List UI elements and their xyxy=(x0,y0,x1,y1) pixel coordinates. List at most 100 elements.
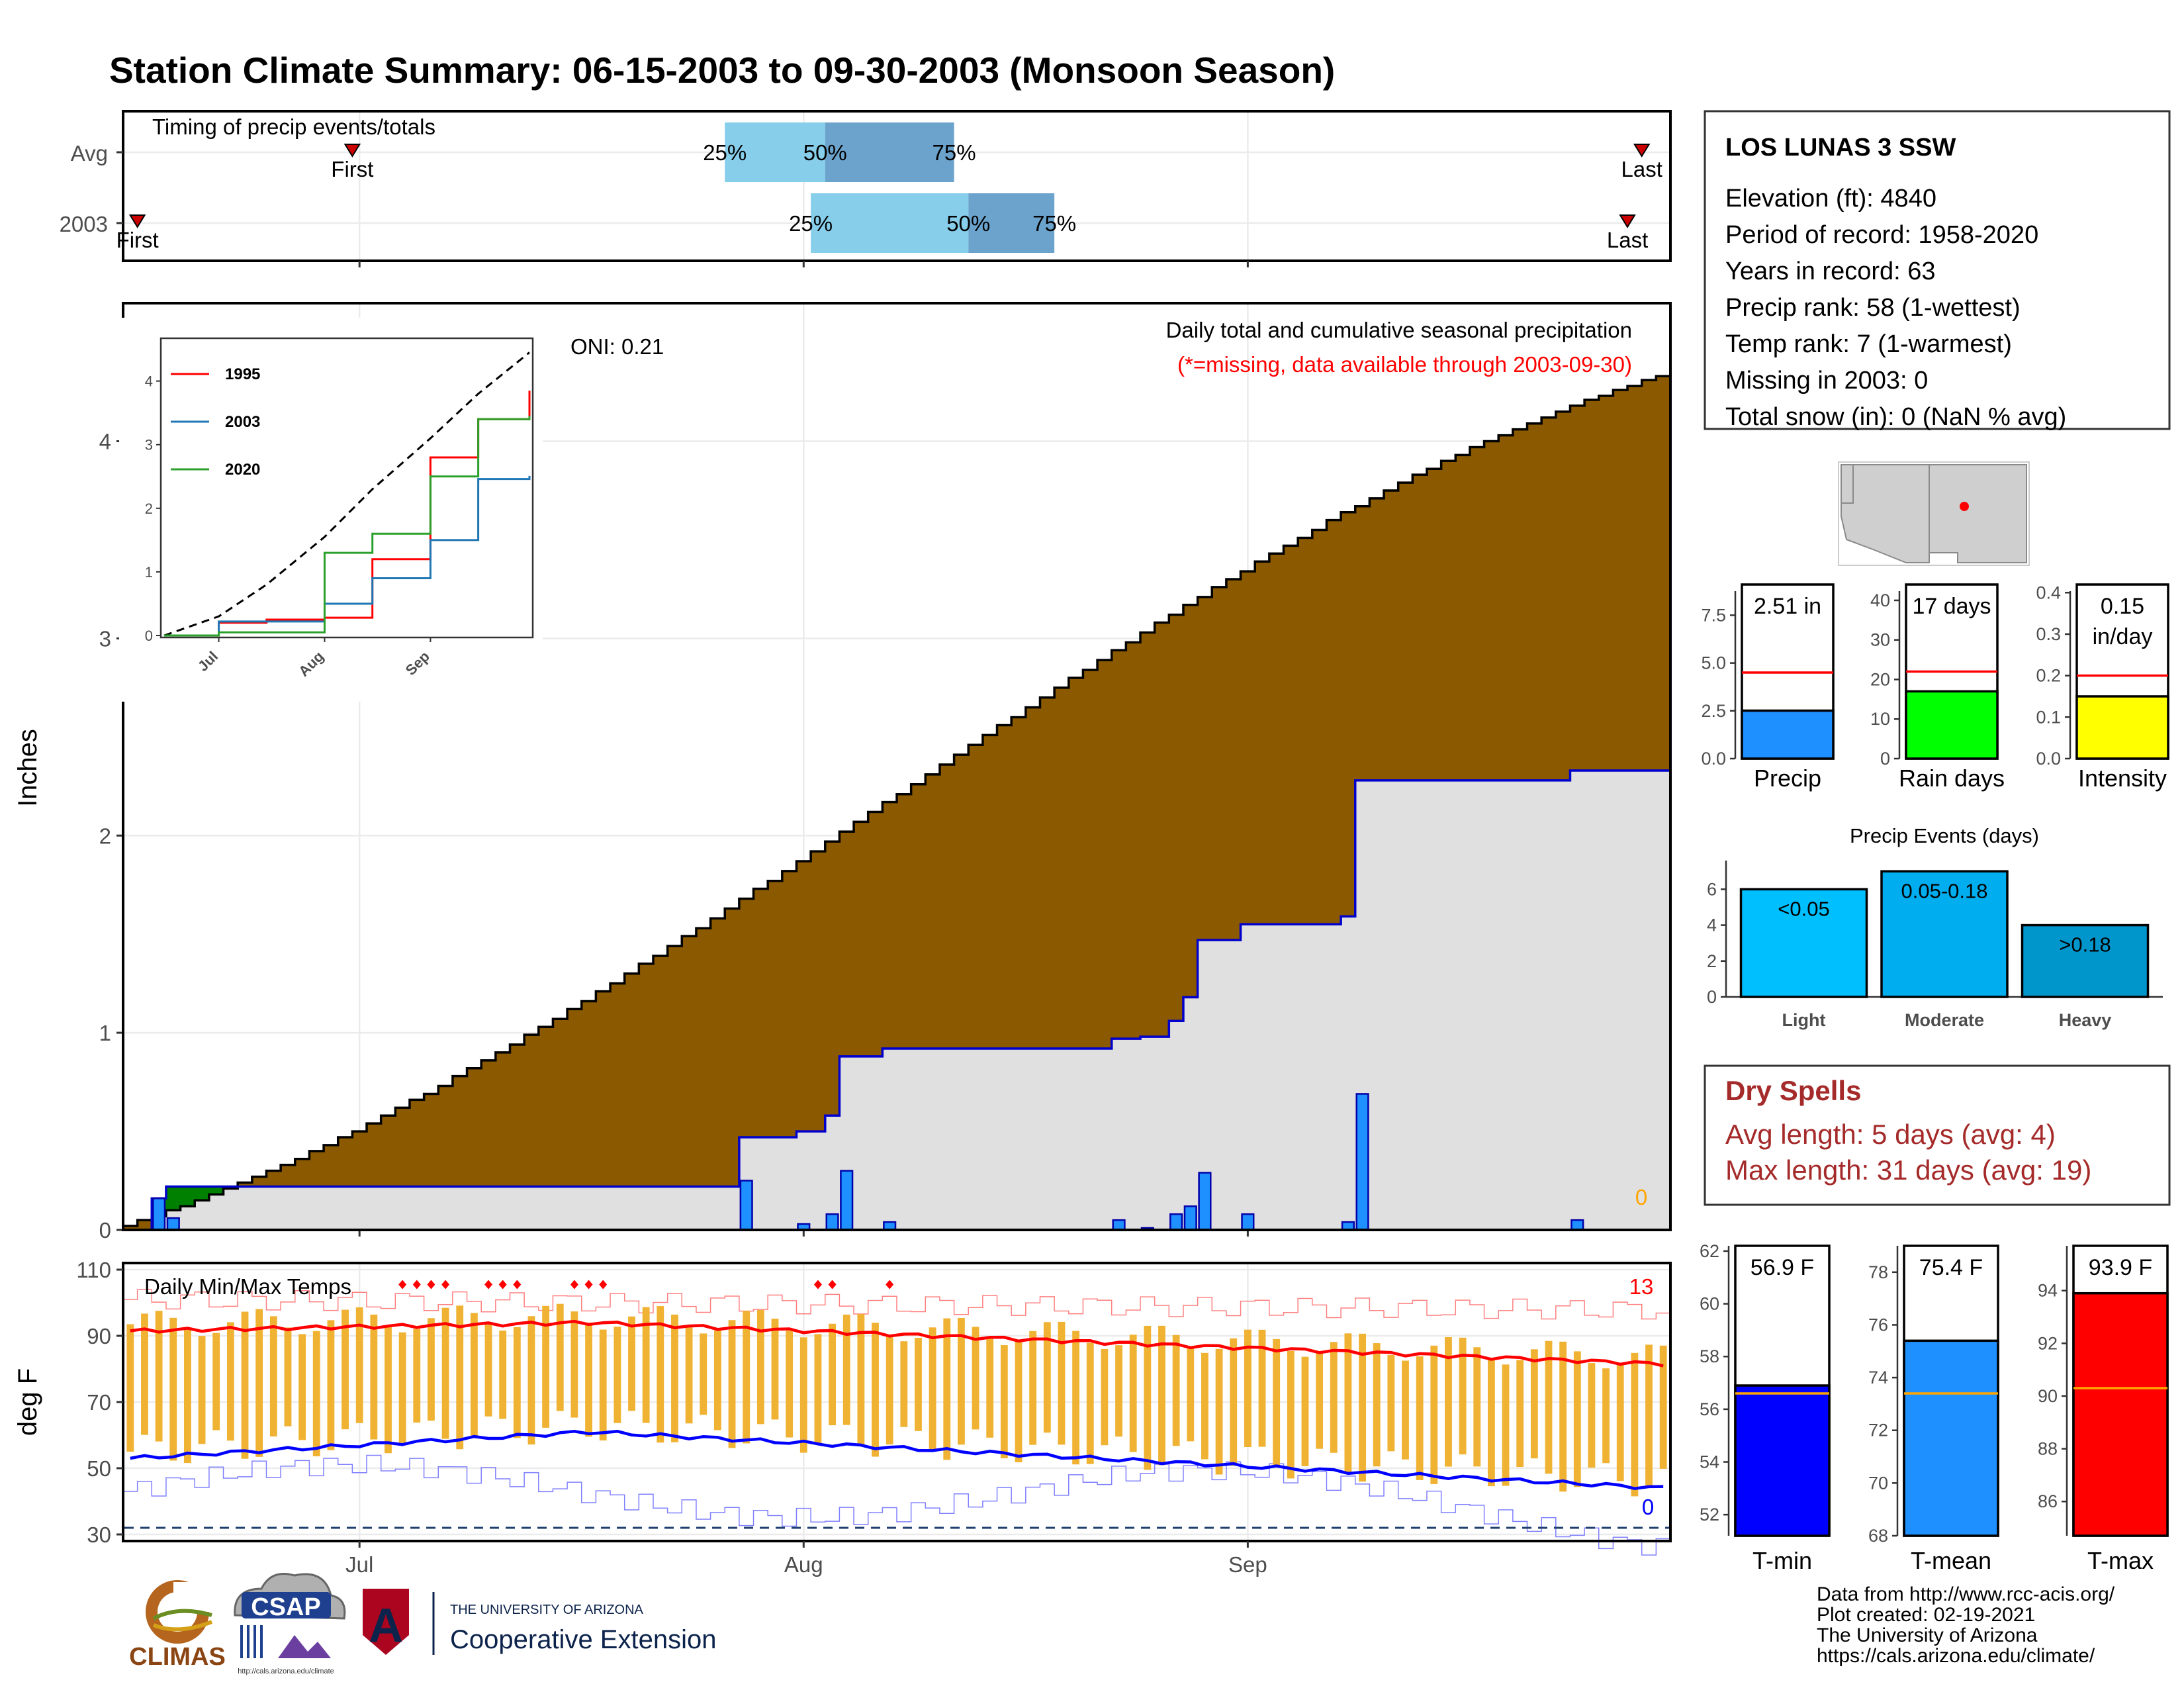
daily-temp-bar xyxy=(456,1305,464,1450)
daily-temp-bar xyxy=(886,1335,893,1445)
precip-description: Daily total and cumulative seasonal prec… xyxy=(1166,318,1632,342)
daily-temp-bar xyxy=(1000,1345,1008,1459)
temp-xtick-label: Jul xyxy=(345,1552,373,1577)
temps-panel: Daily Min/Max Temps 13 0 deg F 30 50 70 90 1… xyxy=(13,1258,1672,1577)
dry-spells-title: Dry Spells xyxy=(1725,1075,1861,1106)
daily-temp-bar xyxy=(1659,1345,1667,1469)
inset-legend-label: 2020 xyxy=(225,461,260,479)
mini-ytick-label: 0.4 xyxy=(2036,583,2061,602)
tbox-ytick-label: 76 xyxy=(1868,1315,1888,1335)
daily-temp-bar xyxy=(1616,1364,1624,1481)
daily-temp-bar xyxy=(585,1323,592,1437)
footer-url: https://cals.arizona.edu/climate/ xyxy=(1817,1645,2095,1667)
timing-first-marker xyxy=(128,214,146,228)
tmax-average-line xyxy=(130,1319,1664,1368)
inset-ytick-label: 0 xyxy=(145,628,153,644)
daily-temp-bar xyxy=(1273,1338,1281,1467)
climas-logo: CLIMAS xyxy=(129,1580,226,1671)
ua-line2: Cooperative Extension xyxy=(450,1625,716,1654)
daily-temp-bar xyxy=(1244,1329,1251,1447)
daily-temp-bar xyxy=(499,1331,507,1419)
daily-precip-bar xyxy=(166,1217,180,1231)
daily-temp-bar xyxy=(284,1327,292,1427)
station-location-dot xyxy=(1960,502,1969,511)
daily-temp-bar xyxy=(527,1316,535,1445)
daily-temp-bar xyxy=(1373,1343,1381,1467)
temperature-summary: 52 54 56 58 60 62 56.9 F T-min 68 70 72 74 76 78 75.4 … xyxy=(1700,1241,2169,1574)
daily-temp-bar xyxy=(1416,1356,1424,1480)
daily-temp-bar xyxy=(972,1327,979,1430)
temp-ytick-label: 70 xyxy=(87,1390,111,1415)
intensity-bar xyxy=(2075,695,2169,760)
timing-pct-label: 75% xyxy=(933,140,976,165)
timing-iqr-lower xyxy=(811,193,969,253)
events-bar-label: >0.18 xyxy=(2059,933,2111,957)
intensity-label: Intensity xyxy=(2078,765,2167,792)
daily-precip-bar xyxy=(152,1197,166,1231)
timing-last-marker xyxy=(1633,144,1651,158)
tbox-ytick-label: 56 xyxy=(1700,1399,1719,1419)
daily-temp-bar xyxy=(570,1311,578,1418)
record-heat-marker xyxy=(813,1280,822,1289)
daily-temp-bar xyxy=(355,1307,363,1423)
temp-ytick-label: 50 xyxy=(87,1456,111,1481)
daily-temp-bar xyxy=(671,1314,678,1442)
mini-ytick-label: 0.3 xyxy=(2036,624,2061,644)
daily-precip-bar xyxy=(739,1180,753,1231)
timing-row-label-avg: Avg xyxy=(71,141,108,165)
tbox-ytick-label: 78 xyxy=(1868,1262,1888,1282)
daily-temp-bar xyxy=(169,1317,177,1461)
timing-panel: Timing of precip events/totals Avg 2003 … xyxy=(60,110,1672,267)
daily-temp-bar xyxy=(1215,1348,1223,1475)
csap-url: http://cals.arizona.edu/climate xyxy=(238,1667,334,1675)
daily-temp-bar xyxy=(1144,1325,1152,1470)
events-bar-label: 0.05-0.18 xyxy=(1901,879,1988,902)
csap-logo: CSAP http://cals.arizona.edu/climate xyxy=(234,1573,346,1675)
daily-temp-bar xyxy=(1287,1350,1295,1479)
tbox-ytick-label: 90 xyxy=(2038,1386,2058,1406)
inset-average-line xyxy=(163,352,530,637)
climas-wordmark: CLIMAS xyxy=(129,1643,226,1671)
daily-temp-bar xyxy=(700,1333,707,1415)
tbox-ytick-label: 54 xyxy=(1700,1452,1719,1472)
tmax-label: T-max xyxy=(2087,1547,2154,1574)
mini-ytick-label: 10 xyxy=(1870,709,1890,729)
missing-note: (*=missing, data available through 2003-… xyxy=(1177,352,1632,377)
daily-temp-bar xyxy=(929,1327,936,1452)
daily-temp-bar xyxy=(1158,1325,1165,1466)
timing-last-label: Last xyxy=(1621,157,1662,181)
daily-temp-bar xyxy=(1301,1356,1309,1466)
precip-value: 2.51 in xyxy=(1754,594,1821,619)
daily-temp-bar xyxy=(1602,1368,1610,1464)
daily-temp-bar xyxy=(771,1319,779,1420)
events-bar-1 xyxy=(1880,870,2009,998)
daily-temp-bar xyxy=(1631,1352,1639,1497)
precip-ytick-label: 4 xyxy=(99,430,111,454)
daily-temp-bar xyxy=(1029,1331,1037,1445)
temps-ylabel: deg F xyxy=(13,1368,42,1436)
precip-ylabel: Inches xyxy=(13,729,42,807)
mini-ytick-label: 20 xyxy=(1870,669,1890,689)
inset-ytick-label: 4 xyxy=(145,373,153,390)
temp-ytick-label: 90 xyxy=(87,1324,111,1348)
daily-temp-bar xyxy=(298,1334,306,1440)
daily-temp-bar xyxy=(614,1327,621,1423)
precip-label: Precip xyxy=(1754,765,1821,792)
daily-temp-bar xyxy=(842,1314,850,1425)
ua-line1: THE UNIVERSITY OF ARIZONA xyxy=(450,1603,644,1617)
inset-legend-label: 1995 xyxy=(225,365,260,383)
daily-temp-bar xyxy=(786,1331,794,1438)
daily-temp-bar xyxy=(958,1317,965,1445)
daily-temp-bar xyxy=(398,1332,406,1443)
daily-temp-bar xyxy=(470,1313,478,1436)
timing-pct-label: 25% xyxy=(789,211,833,236)
daily-temp-bar xyxy=(1230,1338,1238,1466)
timing-row-label-2003: 2003 xyxy=(60,212,108,236)
events-ytick-label: 6 xyxy=(1707,879,1717,899)
mini-ytick-label: 7.5 xyxy=(1701,605,1726,625)
daily-temp-bar xyxy=(1101,1348,1109,1446)
tbox-ytick-label: 62 xyxy=(1700,1241,1719,1261)
inset-legend-label: 2003 xyxy=(225,413,260,431)
daily-precip-bar xyxy=(1169,1213,1183,1231)
